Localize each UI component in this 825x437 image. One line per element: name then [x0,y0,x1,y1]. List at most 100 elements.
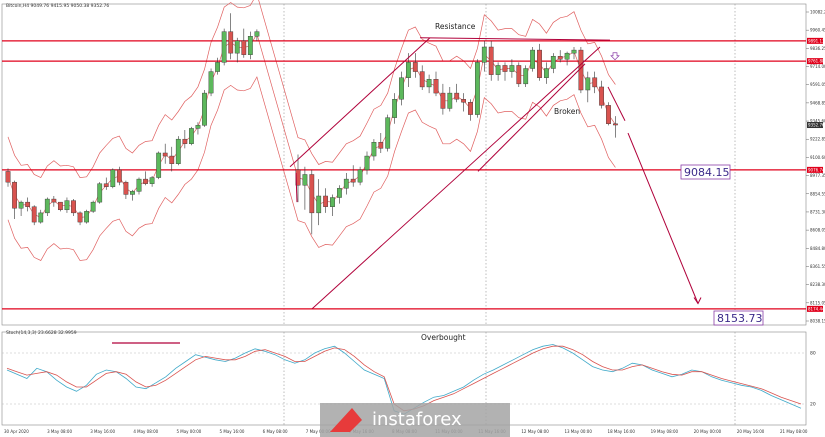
annotation-broken: Broken [554,107,580,116]
x-tick-label: 12 May 08:00 [521,429,549,434]
candle-body [136,178,142,192]
band-upper [7,0,616,179]
price-pane-frame [1,3,807,326]
candle-body [77,212,83,223]
candle-body [18,201,24,209]
annotation-resistance: Resistance [435,22,476,31]
candle-body [488,46,494,75]
candle-body [5,171,11,183]
candle-body [537,49,542,78]
level-tag-bg-4 [807,122,823,129]
candle-body [116,169,122,183]
level-tag-label-3: 8174.44 [808,306,825,311]
x-tick-label: 4 May 08:00 [133,429,158,434]
candle-body [419,71,425,88]
candle-body [343,178,349,189]
candle-body [31,206,37,223]
price-tick-label: 8115.05 [810,300,825,305]
candle-body [399,77,404,100]
candle-body [64,200,70,211]
candle-body [195,125,201,129]
candle-body [323,195,328,207]
target-9084-box [680,164,731,180]
candle-body [564,52,570,60]
candle-body [371,142,377,157]
candle-body [350,178,356,183]
candle-body [440,92,446,109]
level-tag-bg-0 [807,37,823,44]
x-tick-label: 21 May 08:00 [780,429,808,434]
price-tick-label: 10082.20 [810,10,825,15]
candle-body [247,36,253,55]
candle-body [406,62,411,78]
x-tick-label: 6 May 08:00 [263,429,288,434]
x-tick-label: 5 May 16:00 [220,429,245,434]
level-tag-bg-2 [807,166,823,173]
trend-line-broken [477,63,586,172]
projection-arrowhead [693,297,702,305]
candle-body [302,174,308,186]
candle-body [481,46,487,63]
candle-body [130,191,135,195]
logo-mark [330,408,362,432]
price-tick-label: 9591.05 [810,82,825,87]
x-tick-label: 3 May 16:00 [90,429,115,434]
osc-tick-label: 80 [810,351,816,357]
candle-body [97,183,103,203]
candle-body [509,65,515,72]
x-tick-label: 7 May 00:00 [306,429,331,434]
price-tick-label: 8361.55 [810,264,825,269]
price-tick-label: 8977.35 [810,173,825,178]
price-tick-label: 9960.45 [810,28,825,33]
level-tag-bg-3 [807,305,823,312]
level-tag-bg-1 [807,58,823,65]
level-tag-label-2: 9076.74 [808,167,825,172]
candle-body [175,138,181,164]
candle-body [502,65,508,72]
price-tick-label: 9468.85 [810,100,825,105]
candle-body [309,174,315,214]
candle-body [241,40,247,55]
candle-body [357,169,363,183]
candle-body [606,105,611,124]
trend-line-upper [289,37,431,168]
x-tick-label: 19 May 08:00 [651,429,679,434]
projection-arrow-line [627,132,699,304]
x-tick-label: 18 May 16:00 [608,429,636,434]
trend-line-lower [311,46,601,310]
projection-short [607,86,626,121]
candle-body [71,200,76,214]
candle-body [234,40,240,54]
candle-body [103,183,109,187]
price-tick-label: 8038.15 [810,319,825,324]
candle-body [228,31,234,54]
candle-body [202,92,207,126]
candle-body [475,62,480,115]
candle-body [378,142,384,149]
candle-body [613,123,618,126]
price-tick-label: 9836.25 [810,46,825,51]
candle-body [495,65,501,75]
arrow-down-icon [610,52,620,61]
candle-body [426,79,432,88]
price-tick-label: 9714.00 [810,64,825,69]
x-tick-label: 30 Apr 2020 [4,429,29,434]
candle-body [38,212,44,223]
target-8153-box [713,310,764,326]
candle-body [208,71,214,94]
band-lower [7,76,616,261]
candle-body [385,117,391,149]
osc-tick-label: 20 [810,402,816,408]
candle-body [592,77,598,88]
annotation-overbought: Overbought [421,333,466,342]
candle-body [156,152,162,178]
candle-body [90,201,96,212]
price-tick-label: 8854.55 [810,191,825,196]
x-tick-label: 3 May 08:00 [47,429,72,434]
candle-body [58,201,63,211]
candle-body [516,65,522,85]
candle-body [571,49,577,54]
candle-body [599,86,605,106]
